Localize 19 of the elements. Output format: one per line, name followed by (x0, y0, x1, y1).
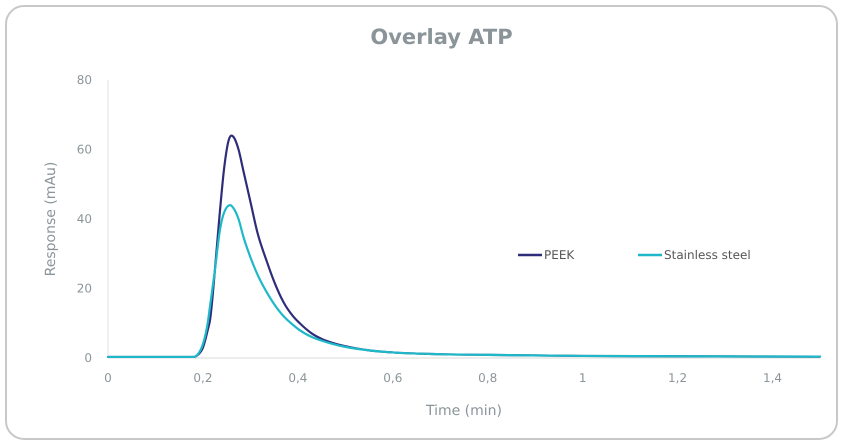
x-tick-label: 0,2 (193, 371, 212, 385)
line-series (106, 204, 822, 358)
y-tick-label: 80 (76, 73, 92, 88)
x-axis-title: Time (min) (424, 403, 502, 419)
x-tick-label: 1 (578, 371, 586, 385)
x-tick-label: 0,8 (478, 371, 498, 385)
y-tick-label: 20 (76, 282, 92, 296)
y-tick-label: 60 (76, 142, 92, 157)
x-tick-label: 0,4 (288, 371, 308, 385)
legend-label: PEEK (544, 248, 576, 262)
chart-title: Overlay ATP (370, 25, 513, 49)
y-tick-label: 40 (76, 212, 92, 226)
x-tick-label: 1,4 (762, 371, 782, 385)
legend-label: Stainless steel (664, 248, 751, 262)
x-tick-label: 0 (104, 371, 112, 385)
x-tick-label: 0,6 (383, 371, 402, 385)
x-tick-label: 1,2 (668, 371, 688, 385)
y-tick-label: 0 (84, 351, 92, 366)
y-axis-title: Response (mAu) (43, 162, 59, 276)
